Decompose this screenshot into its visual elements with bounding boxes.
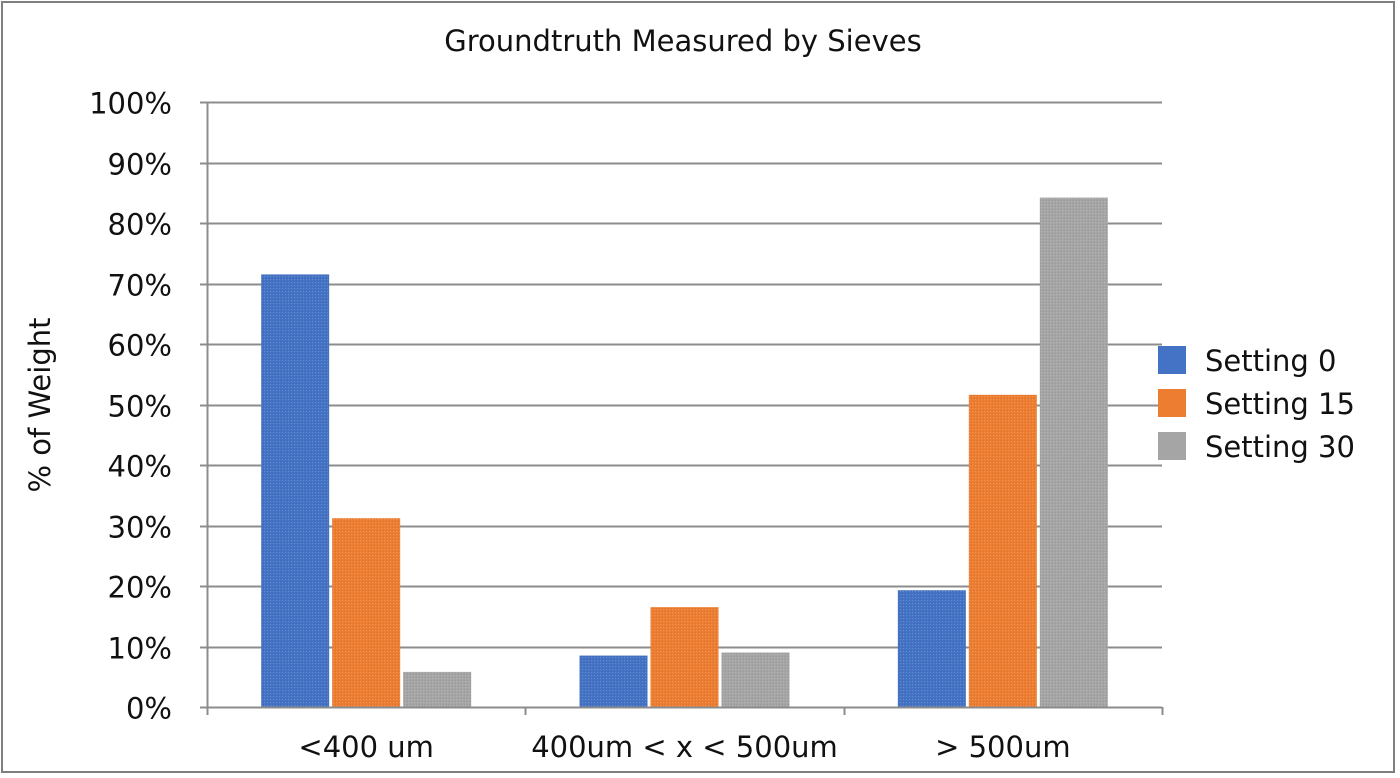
legend-swatch — [1158, 389, 1186, 417]
y-tick-label: 70% — [108, 269, 172, 303]
tick-labels: 0% 10% 20% 30% 40% 50% 60% 70% 80% 90% 100% <400 um… — [89, 87, 1071, 765]
x-tick-label: <400 um — [298, 730, 434, 764]
bar-texture — [1039, 197, 1108, 707]
x-tick-label: > 500um — [935, 730, 1071, 764]
bar-texture — [261, 274, 330, 707]
bar-texture — [650, 607, 719, 707]
bar-texture — [968, 394, 1037, 707]
y-tick-label: 90% — [108, 148, 172, 182]
y-tick-label: 30% — [108, 511, 172, 545]
bar-texture — [403, 671, 472, 707]
y-axis-label: % of Weight — [23, 318, 57, 493]
y-tick-label: 100% — [89, 87, 172, 121]
y-tick-label: 10% — [108, 632, 172, 666]
bar-group — [261, 197, 1108, 707]
y-tick-label: 40% — [108, 450, 172, 484]
axes — [200, 101, 1164, 715]
legend-swatch — [1158, 432, 1186, 460]
bar-texture — [897, 590, 966, 707]
y-tick-label: 60% — [108, 329, 172, 363]
legend-label: Setting 0 — [1205, 344, 1337, 378]
y-tick-label: 20% — [108, 571, 172, 605]
chart-title: Groundtruth Measured by Sieves — [444, 24, 921, 58]
legend-swatch — [1158, 346, 1186, 374]
legend-label: Setting 30 — [1205, 430, 1355, 464]
y-tick-label: 50% — [108, 390, 172, 424]
legend-label: Setting 15 — [1205, 387, 1355, 421]
bar-texture — [332, 518, 401, 707]
y-tick-label: 0% — [126, 692, 172, 726]
y-tick-label: 80% — [108, 208, 172, 242]
bar-texture — [721, 652, 790, 707]
x-tick-label: 400um < x < 500um — [531, 730, 838, 764]
legend: Setting 0 Setting 15 Setting 30 — [1158, 344, 1355, 464]
bar-texture — [579, 655, 648, 707]
